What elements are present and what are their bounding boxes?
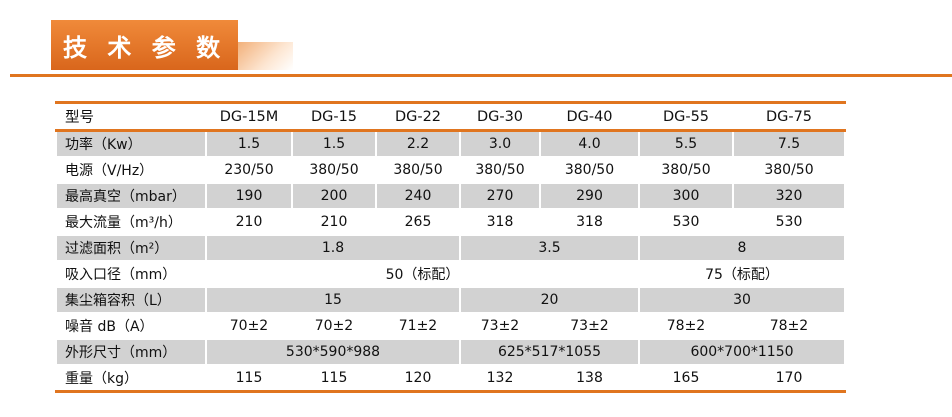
row-label-cell: 电源（V/Hz） [55,157,207,183]
value-cell: 380/50 [459,157,541,183]
section-header-fade [238,42,293,70]
table-row: 吸入口径（mm） 50（标配） 75（标配） [55,261,846,287]
row-label-cell: 重量（kg） [55,365,207,392]
value-cell: 4.0 [539,130,640,157]
row-label-cell: 过滤面积（m²） [55,235,207,261]
value-cell: 190 [205,183,293,209]
value-cell: 50（标配） [205,261,640,287]
value-cell: 165 [638,365,734,392]
value-cell: 380/50 [375,157,461,183]
value-cell: 380/50 [291,157,377,183]
value-cell: 3.0 [459,130,541,157]
section-header-bar [51,20,238,70]
value-cell: 8 [638,235,846,261]
value-cell: 318 [459,209,541,235]
value-cell: 240 [375,183,461,209]
model-header-cell: DG-55 [638,102,734,131]
row-label-cell: 吸入口径（mm） [55,261,207,287]
value-cell: 2.2 [375,130,461,157]
value-cell: 270 [459,183,541,209]
table-row: 最大流量（m³/h） 210 210 265 318 318 530 530 [55,209,846,235]
value-cell: 30 [638,287,846,313]
value-cell: 1.8 [205,235,461,261]
model-header-cell: DG-40 [539,102,640,131]
value-cell: 265 [375,209,461,235]
value-cell: 300 [638,183,734,209]
value-cell: 132 [459,365,541,392]
row-label-cell: 集尘箱容积（L） [55,287,207,313]
table-row: 重量（kg） 115 115 120 132 138 165 170 [55,365,846,392]
row-label-cell: 外形尺寸（mm） [55,339,207,365]
table-row: 外形尺寸（mm） 530*590*988 625*517*1055 600*700*1… [55,339,846,365]
header-label-cell: 型号 [55,102,207,131]
model-header-cell: DG-15 [291,102,377,131]
model-header-cell: DG-30 [459,102,541,131]
value-cell: 230/50 [205,157,293,183]
value-cell: 200 [291,183,377,209]
value-cell: 73±2 [459,313,541,339]
row-label-cell: 功率（Kw） [55,130,207,157]
value-cell: 70±2 [291,313,377,339]
value-cell: 170 [732,365,846,392]
value-cell: 530*590*988 [205,339,461,365]
table-row: 过滤面积（m²） 1.8 3.5 8 [55,235,846,261]
section-title: 技 术 参 数 [63,34,227,62]
value-cell: 625*517*1055 [459,339,640,365]
value-cell: 600*700*1150 [638,339,846,365]
value-cell: 78±2 [638,313,734,339]
value-cell: 138 [539,365,640,392]
spec-table: 型号 DG-15M DG-15 DG-22 DG-30 DG-40 DG-55 … [55,101,846,393]
value-cell: 380/50 [732,157,846,183]
section-divider [10,74,952,77]
value-cell: 7.5 [732,130,846,157]
value-cell: 210 [291,209,377,235]
value-cell: 318 [539,209,640,235]
model-header-cell: DG-15M [205,102,293,131]
value-cell: 115 [291,365,377,392]
table-row: 集尘箱容积（L） 15 20 30 [55,287,846,313]
value-cell: 70±2 [205,313,293,339]
value-cell: 15 [205,287,461,313]
table-row: 噪音 dB（A） 70±2 70±2 71±2 73±2 73±2 78±2 78±2 [55,313,846,339]
value-cell: 5.5 [638,130,734,157]
value-cell: 115 [205,365,293,392]
row-label-cell: 最高真空（mbar） [55,183,207,209]
value-cell: 1.5 [205,130,293,157]
value-cell: 210 [205,209,293,235]
value-cell: 73±2 [539,313,640,339]
value-cell: 75（标配） [638,261,846,287]
value-cell: 78±2 [732,313,846,339]
row-label-cell: 最大流量（m³/h） [55,209,207,235]
table-header-row: 型号 DG-15M DG-15 DG-22 DG-30 DG-40 DG-55 … [55,102,846,131]
table-row: 电源（V/Hz） 230/50 380/50 380/50 380/50 380/50 38… [55,157,846,183]
value-cell: 530 [638,209,734,235]
model-header-cell: DG-75 [732,102,846,131]
value-cell: 530 [732,209,846,235]
table-row: 功率（Kw） 1.5 1.5 2.2 3.0 4.0 5.5 7.5 [55,130,846,157]
value-cell: 20 [459,287,640,313]
value-cell: 290 [539,183,640,209]
value-cell: 320 [732,183,846,209]
row-label-cell: 噪音 dB（A） [55,313,207,339]
value-cell: 3.5 [459,235,640,261]
value-cell: 120 [375,365,461,392]
value-cell: 380/50 [539,157,640,183]
table-row: 最高真空（mbar） 190 200 240 270 290 300 320 [55,183,846,209]
value-cell: 1.5 [291,130,377,157]
value-cell: 380/50 [638,157,734,183]
value-cell: 71±2 [375,313,461,339]
model-header-cell: DG-22 [375,102,461,131]
